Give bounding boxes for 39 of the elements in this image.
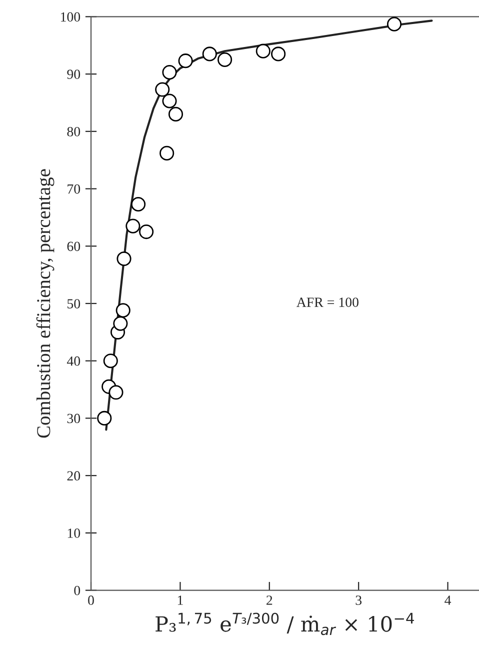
y-tick-label: 60 [67, 242, 80, 252]
x-tick-label: 2 [266, 596, 272, 605]
annotation: AFR = 100 [296, 298, 358, 307]
y-tick-label: 70 [68, 184, 80, 194]
point [256, 44, 270, 58]
y-tick-label: 30 [67, 414, 80, 424]
x-axis-title: P₃$^{1,75}$ e$^{T₃/300}$ / ṁ$_{ar}$ × 10$^{−4}$ [156, 612, 414, 636]
y-tick-label: 40 [66, 356, 80, 366]
y-tick-label: 0 [74, 586, 80, 596]
point [162, 65, 177, 80]
point [103, 354, 118, 368]
point [97, 410, 112, 426]
point [202, 46, 217, 62]
point [131, 196, 146, 212]
point [116, 303, 130, 318]
y-tick-label: 50 [68, 299, 80, 308]
y-tick-label: 90 [67, 70, 80, 79]
point [160, 146, 174, 160]
x-tick-label: 3 [356, 596, 362, 605]
point [113, 316, 128, 331]
point [162, 94, 177, 108]
point [178, 54, 193, 68]
x-tick-label: 0 [88, 596, 94, 605]
point [155, 82, 170, 97]
point [126, 218, 140, 234]
point [271, 46, 286, 62]
point [116, 251, 132, 266]
y-tick-label: 10 [68, 528, 80, 538]
point [218, 52, 232, 67]
point [168, 106, 184, 122]
x-tick-label: 4 [444, 596, 452, 605]
y-axis-title: Combustion efficiency, percentage [36, 169, 54, 438]
point [139, 224, 154, 240]
y-tick-label: 80 [67, 126, 80, 136]
point [386, 16, 402, 32]
x-tick-label: 1 [178, 596, 183, 605]
y-tick-label: 100 [60, 12, 80, 22]
y-tick-label: 20 [67, 471, 80, 481]
point [108, 385, 124, 400]
